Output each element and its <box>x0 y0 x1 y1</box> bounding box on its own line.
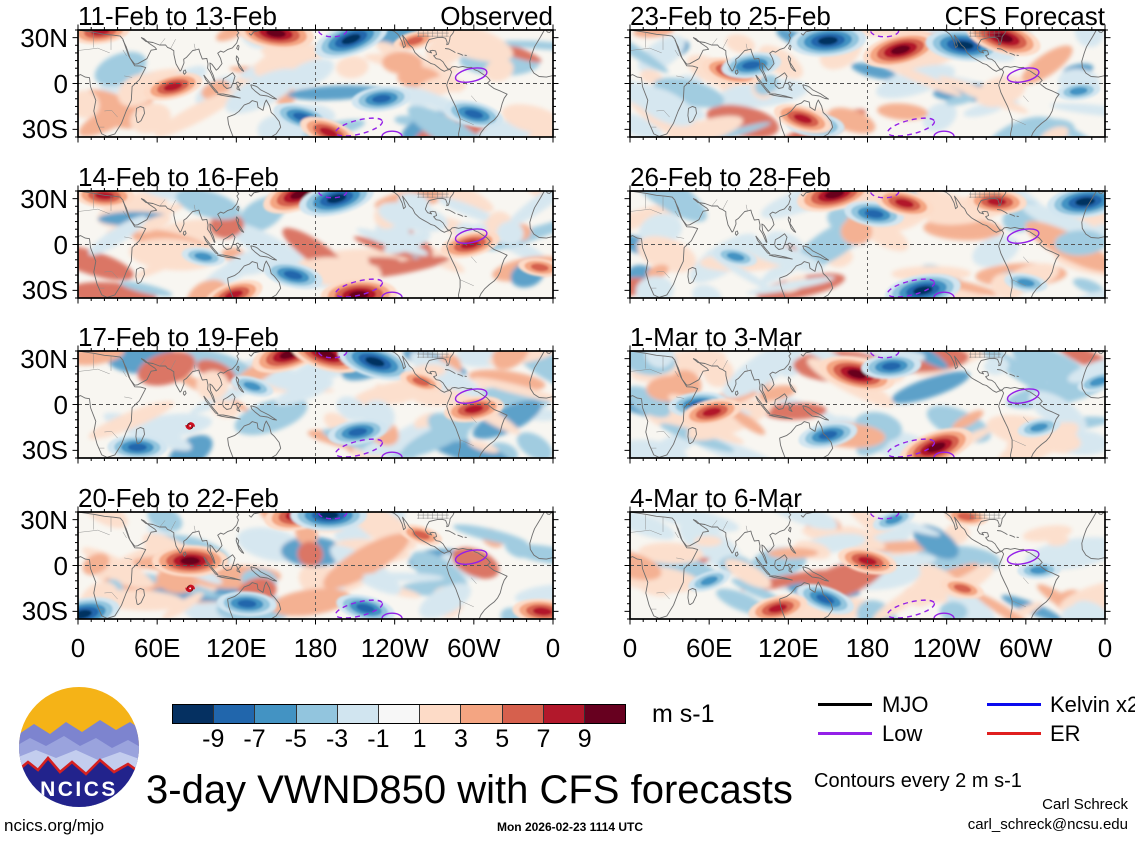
x-axis-labels-left: 0 60E 120E 180 120W 60W 0 <box>71 633 560 663</box>
colorbar-segment <box>214 705 256 723</box>
colorbar-segment <box>584 705 626 723</box>
colorbar-segment <box>173 705 215 723</box>
colorbar-tick-label: -9 <box>202 725 225 753</box>
colorbar-segment <box>337 705 379 723</box>
colorbar-tick-label: -5 <box>284 725 307 753</box>
y-axis-label: 30N <box>20 504 68 535</box>
legend-label-kelvin: Kelvin x2 <box>1050 692 1135 717</box>
figure-title: 3-day VWND850 with CFS forecasts <box>146 768 793 812</box>
x-axis-label: 120E <box>757 633 819 663</box>
y-axis-label: 0 <box>53 389 68 420</box>
colorbar-segment <box>420 705 462 723</box>
colorbar <box>172 704 626 724</box>
x-axis-label: 60E <box>686 633 733 663</box>
anomaly-map <box>624 185 1111 304</box>
map-panel-forecast-4: 4-Mar to 6-Mar <box>624 483 1111 625</box>
x-axis-label: 120W <box>360 633 429 663</box>
colorbar-tick-label: 1 <box>412 725 427 753</box>
y-axis-label: 30S <box>21 596 68 627</box>
y-axis-label: 0 <box>53 550 68 581</box>
x-axis-label: 120W <box>912 633 981 663</box>
map-panel-observed-3: 17-Feb to 19-Feb 30N 0 30S <box>20 322 559 464</box>
panel-date-range: 14-Feb to 16-Feb <box>78 162 279 192</box>
panel-column-tag: CFS Forecast <box>944 1 1105 31</box>
map-panel-observed-1: 11-Feb to 13-Feb Observed 30N 0 30S <box>20 1 559 143</box>
tropical-cyclone-icon <box>185 584 195 593</box>
legend-line-mjo <box>818 703 872 706</box>
panel-date-range: 26-Feb to 28-Feb <box>630 162 831 192</box>
legend-label-mjo: MJO <box>882 692 929 717</box>
anomaly-map <box>72 506 559 625</box>
colorbar-segment <box>543 705 585 723</box>
y-axis-label: 30S <box>21 114 68 145</box>
legend-label-er: ER <box>1050 721 1081 746</box>
panel-date-range: 20-Feb to 22-Feb <box>78 483 279 513</box>
anomaly-map <box>624 345 1111 464</box>
x-axis-label: 60W <box>447 633 501 663</box>
tropical-cyclone-icon <box>185 422 195 430</box>
colorbar-tick-label: 5 <box>495 725 510 753</box>
panel-date-range: 1-Mar to 3-Mar <box>630 322 802 352</box>
x-axis-label: 60W <box>999 633 1053 663</box>
panel-date-range: 4-Mar to 6-Mar <box>630 483 802 513</box>
map-panel-observed-4: 20-Feb to 22-Feb 30N 0 30S <box>20 483 559 625</box>
y-axis-label: 30S <box>21 275 68 306</box>
colorbar-segment <box>502 705 544 723</box>
panel-date-range: 23-Feb to 25-Feb <box>630 1 831 31</box>
x-axis-labels-right: 0 60E 120E 180 120W 60W 0 <box>623 633 1112 663</box>
x-axis-label: 180 <box>845 633 890 663</box>
y-axis-label: 30N <box>20 183 68 214</box>
panel-date-range: 17-Feb to 19-Feb <box>78 322 279 352</box>
anomaly-map <box>624 24 1111 143</box>
x-axis-label: 60E <box>134 633 181 663</box>
x-axis-label: 180 <box>293 633 338 663</box>
colorbar-tick-label: -3 <box>325 725 349 753</box>
legend-line-low <box>818 732 872 735</box>
colorbar-tick-label: 9 <box>577 725 592 753</box>
author-credit: Carl Schreck <box>1042 796 1128 813</box>
colorbar-tick-label: 3 <box>453 725 468 753</box>
x-axis-label: 0 <box>545 633 561 663</box>
map-panel-forecast-2: 26-Feb to 28-Feb <box>624 162 1111 304</box>
colorbar-segment <box>296 705 338 723</box>
legend-line-er <box>987 732 1041 735</box>
ncics-logo: NCICS <box>19 687 139 807</box>
site-link[interactable]: ncics.org/mjo <box>4 816 105 835</box>
colorbar-tick-label: 7 <box>536 725 551 753</box>
logo-text: NCICS <box>40 778 118 801</box>
y-axis-label: 30N <box>20 22 68 53</box>
colorbar-segment <box>461 705 503 723</box>
x-axis-label: 0 <box>70 633 86 663</box>
y-axis-label: 30S <box>21 435 68 466</box>
legend-line-kelvin <box>987 703 1041 706</box>
x-axis-label: 0 <box>622 633 638 663</box>
colorbar-segment <box>378 705 421 723</box>
anomaly-map <box>72 24 559 143</box>
y-axis-label: 0 <box>53 68 68 99</box>
panel-column-tag: Observed <box>440 1 553 31</box>
map-panel-forecast-3: 1-Mar to 3-Mar <box>624 322 1111 464</box>
panel-date-range: 11-Feb to 13-Feb <box>78 1 277 31</box>
colorbar-segment <box>255 705 297 723</box>
colorbar-tick-label: -7 <box>243 725 266 753</box>
generation-timestamp: Mon 2026-02-23 1114 UTC <box>496 820 644 834</box>
author-email[interactable]: carl_schreck@ncsu.edu <box>967 816 1128 833</box>
x-axis-label: 120E <box>205 633 267 663</box>
x-axis-label: 0 <box>1097 633 1113 663</box>
anomaly-map <box>72 345 559 464</box>
colorbar-units-label: m s-1 <box>652 700 715 728</box>
anomaly-map <box>624 506 1111 625</box>
contour-interval-note: Contours every 2 m s-1 <box>814 770 1022 792</box>
map-panel-forecast-1: 23-Feb to 25-Feb CFS Forecast <box>624 1 1111 143</box>
colorbar-tick-label: -1 <box>367 725 390 753</box>
y-axis-label: 30N <box>20 343 68 374</box>
y-axis-label: 0 <box>53 229 68 260</box>
map-panel-observed-2: 14-Feb to 16-Feb 30N 0 30S <box>20 162 559 304</box>
anomaly-map <box>72 185 559 304</box>
legend-label-low: Low <box>882 721 923 746</box>
